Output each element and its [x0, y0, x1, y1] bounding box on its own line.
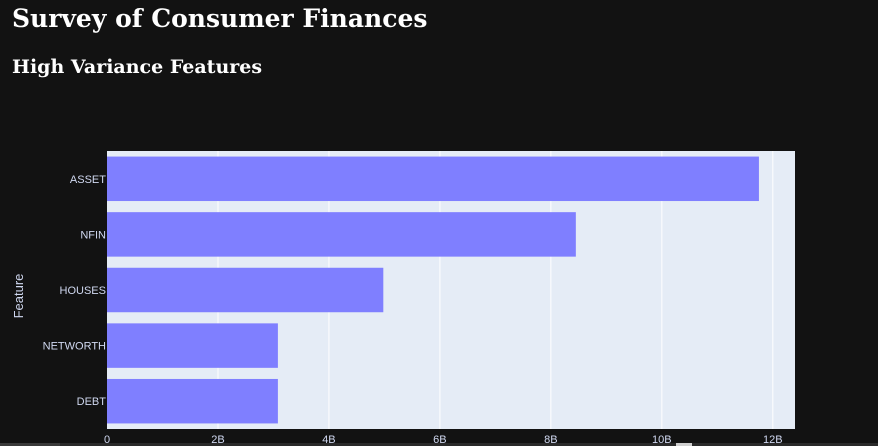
- bar-networth: [107, 323, 278, 368]
- y-tick-label: ASSET: [70, 174, 106, 186]
- y-tick-label: NFIN: [80, 229, 106, 241]
- bar-nfin: [107, 212, 576, 257]
- y-tick-label: NETWORTH: [43, 341, 106, 353]
- y-tick-labels: ASSET NFIN HOUSES NETWORTH DEBT: [43, 174, 107, 408]
- bottom-strip-marker: [676, 443, 692, 446]
- y-tick-label: DEBT: [77, 396, 107, 408]
- bottom-strip-segment: [0, 443, 60, 446]
- page-subtitle: High Variance Features: [12, 56, 263, 78]
- y-tick-label: HOUSES: [60, 285, 106, 297]
- y-axis-title: Feature: [11, 274, 26, 319]
- bar-houses: [107, 267, 384, 313]
- bottom-scroll-strip: [0, 443, 878, 446]
- bar-debt: [107, 378, 278, 424]
- page-title: Survey of Consumer Finances: [12, 4, 428, 33]
- x-tick-label: 0: [104, 434, 110, 446]
- bars: [107, 156, 759, 424]
- bar-asset: [107, 156, 759, 202]
